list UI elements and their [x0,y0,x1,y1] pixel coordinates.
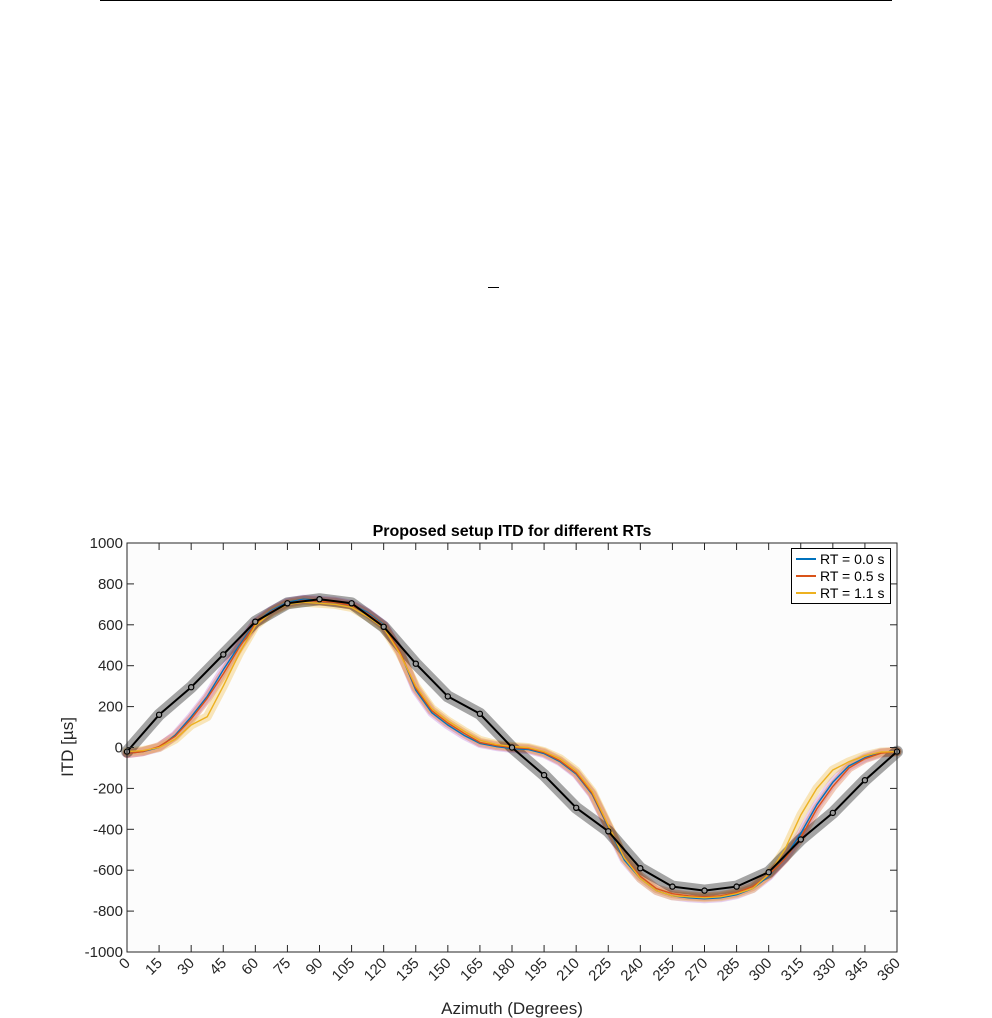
dash-mark [488,287,499,288]
y-tick-label: 200 [98,699,123,716]
x-tick-label: 330 [810,955,840,985]
legend-entry: RT = 0.5 s [796,567,884,584]
x-tick-label: 345 [842,955,872,985]
y-tick-label: 600 [98,617,123,634]
x-tick-label: 90 [303,955,327,979]
data-point-marker [701,887,708,894]
data-point-marker [669,883,676,890]
legend-swatch-icon [796,557,816,560]
x-tick-label: 165 [457,955,487,985]
x-tick-label: 120 [361,955,391,985]
legend-label: RT = 0.5 s [820,567,885,584]
legend-label: RT = 1.1 s [820,584,885,601]
data-point-marker [605,828,612,835]
legend-swatch-icon [796,591,816,594]
y-tick-label: 800 [98,576,123,593]
data-point-marker [187,684,195,691]
legend-swatch-icon [796,574,816,577]
x-tick-label: 270 [682,955,712,985]
data-point-marker [155,711,163,719]
x-tick-label: 300 [746,955,776,985]
data-point-marker [412,660,419,667]
data-point-marker [573,804,580,812]
data-point-marker [637,865,644,872]
reference-markers [123,596,901,894]
data-point-marker [797,836,805,843]
x-tick-label: 135 [393,955,423,985]
data-point-marker [861,777,869,784]
legend-label: RT = 0.0 s [820,550,885,567]
data-point-marker [252,618,259,625]
x-tick-label: 360 [874,955,904,985]
y-tick-label: -200 [93,780,123,797]
x-tick-label: 45 [206,955,230,979]
data-point-marker [508,744,516,751]
x-tick-label: 15 [142,955,166,979]
x-tick-label: 180 [489,955,519,985]
x-tick-label: 285 [714,955,744,985]
x-tick-label: 240 [617,955,647,985]
data-point-marker [444,693,451,700]
x-tick-label: 75 [270,955,294,979]
legend-entry: RT = 0.0 s [796,550,884,567]
y-tick-label: -400 [93,821,123,838]
x-axis-label: Azimuth (Degrees) [441,999,583,1018]
data-point-marker [829,809,837,817]
legend-entry: RT = 1.1 s [796,584,884,601]
data-point-marker [316,596,323,603]
y-tick-label: -600 [93,862,123,879]
data-point-marker [220,651,227,658]
x-tick-label: 315 [778,955,808,985]
data-point-marker [476,710,484,718]
y-tick-label: 1000 [90,535,123,552]
y-axis-label: ITD [µs] [58,717,77,777]
chart-legend: RT = 0.0 s RT = 0.5 s RT = 1.1 s [791,548,892,604]
x-tick-label: 0 [116,955,134,973]
y-tick-label: 400 [98,658,123,675]
x-tick-label: 210 [553,955,583,985]
y-tick-label: -800 [93,903,123,920]
chart-title: Proposed setup ITD for different RTs [373,523,652,540]
data-point-marker [765,869,772,876]
data-point-marker [540,771,548,779]
data-point-marker [284,600,291,607]
y-tick-label: 0 [115,740,123,757]
data-point-marker [380,623,387,631]
x-tick-label: 225 [585,955,615,985]
top-rule-line [100,0,892,1]
y-tick-label: -1000 [85,944,123,961]
data-point-marker [733,883,740,890]
x-tick-label: 30 [174,955,198,979]
x-tick-label: 60 [238,955,262,979]
x-tick-label: 255 [650,955,680,985]
x-tick-label: 105 [329,955,359,985]
x-tick-label: 195 [521,955,551,985]
data-point-marker [348,600,355,607]
x-tick-label: 150 [425,955,455,985]
